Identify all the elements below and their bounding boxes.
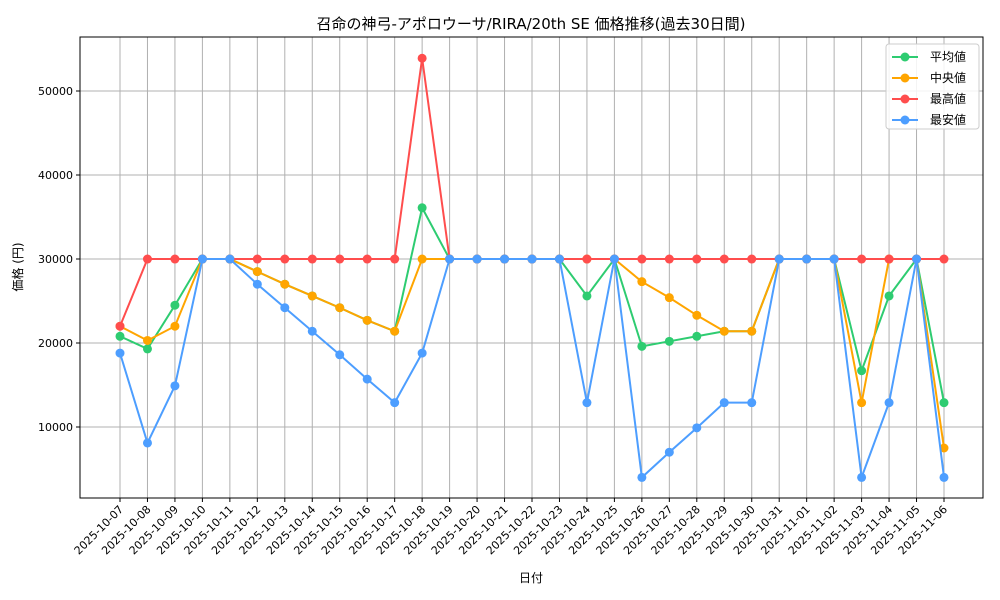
y-tick-label: 30000 <box>38 253 73 266</box>
data-point <box>280 254 290 264</box>
data-point <box>307 291 317 301</box>
data-point <box>857 366 867 376</box>
data-point <box>747 254 757 264</box>
data-point <box>390 254 400 264</box>
data-point <box>582 291 592 301</box>
data-point <box>197 254 207 264</box>
legend-label: 中央値 <box>930 70 966 85</box>
data-point <box>719 326 729 336</box>
data-point <box>747 326 757 336</box>
data-point <box>115 348 125 358</box>
data-point <box>692 331 702 341</box>
data-point <box>747 398 757 408</box>
data-point <box>252 279 262 289</box>
data-point <box>142 335 152 345</box>
data-point <box>500 254 510 264</box>
chart-title: 召命の神弓-アポロウーサ/RIRA/20th SE 価格推移(過去30日間) <box>317 15 746 33</box>
data-point <box>664 447 674 457</box>
data-point <box>115 321 125 331</box>
data-point <box>417 53 427 63</box>
x-axis-label: 日付 <box>519 571 543 585</box>
data-point <box>170 381 180 391</box>
data-point <box>884 254 894 264</box>
data-point <box>335 303 345 313</box>
data-point <box>554 254 564 264</box>
data-point <box>115 331 125 341</box>
data-point <box>719 398 729 408</box>
y-axis-label: 価格 (円) <box>10 242 25 291</box>
data-point <box>802 254 812 264</box>
data-point <box>884 291 894 301</box>
legend-box <box>885 43 980 130</box>
data-point <box>912 254 922 264</box>
data-point <box>857 254 867 264</box>
data-point <box>472 254 482 264</box>
data-point <box>692 254 702 264</box>
data-point <box>252 254 262 264</box>
data-point <box>774 254 784 264</box>
data-point <box>939 443 949 453</box>
data-point <box>719 254 729 264</box>
data-point <box>664 254 674 264</box>
data-point <box>609 254 619 264</box>
data-point <box>362 315 372 325</box>
data-point <box>445 254 455 264</box>
legend-marker <box>900 94 910 104</box>
data-point <box>142 254 152 264</box>
legend-label: 最安値 <box>930 112 966 127</box>
data-point <box>637 277 647 287</box>
data-point <box>884 398 894 408</box>
data-point <box>252 267 262 277</box>
data-point <box>637 472 647 482</box>
y-tick-label: 40000 <box>38 169 73 182</box>
data-point <box>637 254 647 264</box>
legend-marker <box>900 115 910 125</box>
data-point <box>857 472 867 482</box>
data-point <box>939 398 949 408</box>
data-point <box>692 310 702 320</box>
data-point <box>527 254 537 264</box>
data-point <box>142 344 152 354</box>
data-point <box>280 303 290 313</box>
y-tick-label: 20000 <box>38 337 73 350</box>
data-point <box>939 472 949 482</box>
data-point <box>280 279 290 289</box>
data-point <box>335 350 345 360</box>
series-最安値 <box>115 254 949 482</box>
data-point <box>170 300 180 310</box>
data-point <box>362 374 372 384</box>
data-point <box>664 293 674 303</box>
data-point <box>857 398 867 408</box>
data-point <box>335 254 345 264</box>
data-point <box>307 326 317 336</box>
data-point <box>390 326 400 336</box>
data-point <box>417 254 427 264</box>
data-point <box>692 423 702 433</box>
legend-label: 最高値 <box>930 91 966 106</box>
data-point <box>582 254 592 264</box>
data-point <box>170 321 180 331</box>
data-point <box>637 341 647 351</box>
y-tick-label: 50000 <box>38 85 73 98</box>
data-point <box>417 203 427 213</box>
data-point <box>829 254 839 264</box>
data-point <box>417 348 427 358</box>
data-point <box>664 336 674 346</box>
y-tick-label: 10000 <box>38 421 73 434</box>
data-point <box>170 254 180 264</box>
data-point <box>390 398 400 408</box>
legend-marker <box>900 73 910 83</box>
data-point <box>225 254 235 264</box>
data-point <box>582 398 592 408</box>
legend-marker <box>900 52 910 62</box>
legend-label: 平均値 <box>930 49 966 64</box>
data-point <box>307 254 317 264</box>
data-point <box>142 438 152 448</box>
data-point <box>939 254 949 264</box>
data-point <box>362 254 372 264</box>
